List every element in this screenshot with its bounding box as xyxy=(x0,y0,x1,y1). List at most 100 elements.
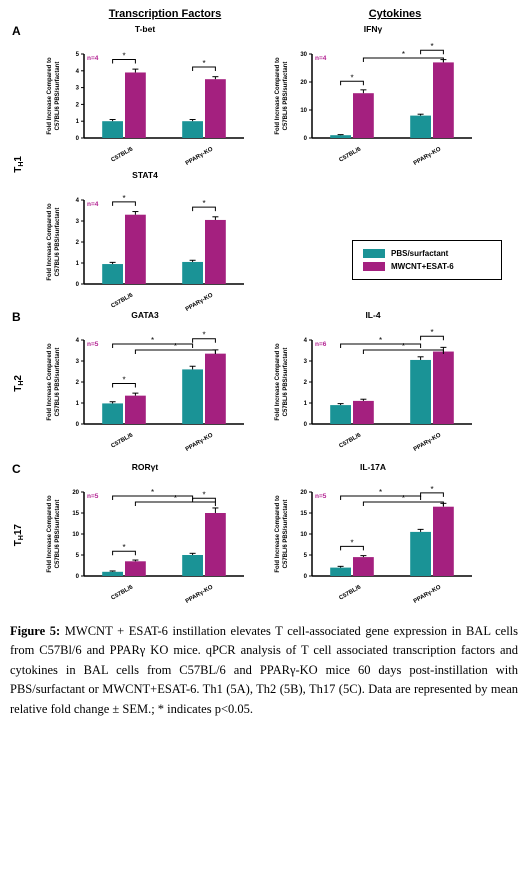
svg-text:*: * xyxy=(350,73,353,82)
svg-text:4: 4 xyxy=(304,338,308,344)
legend: PBS/surfactant MWCNT+ESAT-6 xyxy=(352,240,502,280)
svg-text:2: 2 xyxy=(304,380,308,386)
chart-tbet: T-bet 012345Fold Increase Compared toC57… xyxy=(40,24,250,166)
section-c: C TH17 RORγt 05101520Fold Increase Compa… xyxy=(10,462,518,608)
svg-text:PPARγ-KO: PPARγ-KO xyxy=(413,584,443,604)
svg-text:15: 15 xyxy=(300,511,307,517)
section-b: B TH2 GATA3 01234Fold Increase Compared … xyxy=(10,310,518,456)
svg-text:*: * xyxy=(430,42,433,51)
svg-text:10: 10 xyxy=(300,532,307,538)
svg-text:n=5: n=5 xyxy=(87,341,99,348)
svg-text:n=5: n=5 xyxy=(315,493,327,500)
svg-text:0: 0 xyxy=(76,422,80,428)
svg-text:0: 0 xyxy=(76,574,80,580)
svg-text:0: 0 xyxy=(304,422,308,428)
svg-text:3: 3 xyxy=(76,359,80,365)
svg-text:Fold Increase Compared toC57BL: Fold Increase Compared toC57BL/6 PBS/sur… xyxy=(275,57,289,135)
svg-text:1: 1 xyxy=(76,119,80,125)
svg-text:*: * xyxy=(402,50,405,59)
svg-text:n=6: n=6 xyxy=(315,341,327,348)
svg-text:*: * xyxy=(174,342,177,351)
svg-text:2: 2 xyxy=(76,380,80,386)
svg-text:5: 5 xyxy=(304,553,308,559)
svg-text:*: * xyxy=(122,375,125,384)
legend-swatch-pbs xyxy=(363,249,385,258)
svg-text:*: * xyxy=(202,199,205,208)
svg-text:C57BL/6: C57BL/6 xyxy=(338,432,362,450)
svg-text:Fold Increase Compared toC57BL: Fold Increase Compared toC57BL/6 PBS/sur… xyxy=(275,495,289,573)
row-label-th1: TH1 xyxy=(13,156,25,173)
svg-text:C57BL/6: C57BL/6 xyxy=(338,584,362,602)
svg-text:C57BL/6: C57BL/6 xyxy=(110,584,134,602)
svg-text:*: * xyxy=(202,331,205,340)
svg-text:1: 1 xyxy=(304,401,308,407)
svg-text:20: 20 xyxy=(300,490,307,496)
svg-text:20: 20 xyxy=(72,490,79,496)
svg-text:4: 4 xyxy=(76,198,80,204)
row-label-th17: TH17 xyxy=(13,524,25,546)
row-label-th2: TH2 xyxy=(13,375,25,392)
svg-text:3: 3 xyxy=(304,359,308,365)
svg-text:Fold Increase Compared toC57BL: Fold Increase Compared toC57BL/6 PBS/sur… xyxy=(47,495,61,573)
svg-text:Fold Increase Compared toC57BL: Fold Increase Compared toC57BL/6 PBS/sur… xyxy=(47,343,61,421)
svg-text:C57BL/6: C57BL/6 xyxy=(338,146,362,164)
svg-text:*: * xyxy=(122,51,125,60)
svg-text:Fold Increase Compared toC57BL: Fold Increase Compared toC57BL/6 PBS/sur… xyxy=(47,57,61,135)
chart-il17a: IL-17A 05101520Fold Increase Compared to… xyxy=(268,462,478,604)
svg-text:0: 0 xyxy=(304,574,308,580)
svg-text:*: * xyxy=(379,336,382,345)
svg-text:5: 5 xyxy=(76,553,80,559)
svg-text:*: * xyxy=(151,488,154,497)
svg-text:*: * xyxy=(122,543,125,552)
header-tf: Transcription Factors xyxy=(50,8,280,20)
legend-swatch-mwcnt xyxy=(363,262,385,271)
svg-text:*: * xyxy=(202,59,205,68)
svg-text:15: 15 xyxy=(72,511,79,517)
svg-text:*: * xyxy=(402,494,405,503)
svg-text:n=5: n=5 xyxy=(87,493,99,500)
column-headers: Transcription Factors Cytokines xyxy=(50,8,518,20)
svg-text:10: 10 xyxy=(72,532,79,538)
svg-text:0: 0 xyxy=(76,282,80,288)
header-cy: Cytokines xyxy=(280,8,510,20)
svg-text:10: 10 xyxy=(300,108,307,114)
svg-text:1: 1 xyxy=(76,261,80,267)
svg-text:C57BL/6: C57BL/6 xyxy=(110,432,134,450)
svg-text:PPARγ-KO: PPARγ-KO xyxy=(413,146,443,166)
section-a: A TH1 T-bet 012345Fold Increase Compared… xyxy=(10,24,518,304)
chart-ifng: IFNγ 0102030Fold Increase Compared toC57… xyxy=(268,24,478,166)
svg-text:PPARγ-KO: PPARγ-KO xyxy=(413,432,443,452)
svg-text:Fold Increase Compared toC57BL: Fold Increase Compared toC57BL/6 PBS/sur… xyxy=(275,343,289,421)
chart-stat4: STAT4 01234Fold Increase Compared toC57B… xyxy=(40,170,250,312)
svg-text:n=4: n=4 xyxy=(87,201,99,208)
svg-text:n=4: n=4 xyxy=(315,55,327,62)
svg-text:C57BL/6: C57BL/6 xyxy=(110,146,134,164)
svg-text:5: 5 xyxy=(76,52,80,58)
svg-text:*: * xyxy=(430,485,433,494)
figure-caption: Figure 5: MWCNT + ESAT-6 instillation el… xyxy=(10,622,518,719)
svg-text:0: 0 xyxy=(304,136,308,142)
svg-text:PPARγ-KO: PPARγ-KO xyxy=(185,432,215,452)
svg-text:*: * xyxy=(430,328,433,337)
svg-text:*: * xyxy=(202,490,205,499)
svg-text:*: * xyxy=(122,194,125,203)
svg-text:1: 1 xyxy=(76,401,80,407)
svg-text:4: 4 xyxy=(76,338,80,344)
svg-text:*: * xyxy=(379,488,382,497)
chart-roryt: RORγt 05101520Fold Increase Compared toC… xyxy=(40,462,250,604)
svg-text:PPARγ-KO: PPARγ-KO xyxy=(185,146,215,166)
svg-text:C57BL/6: C57BL/6 xyxy=(110,292,134,310)
legend-pbs: PBS/surfactant xyxy=(363,249,491,258)
svg-text:*: * xyxy=(174,494,177,503)
svg-text:3: 3 xyxy=(76,86,80,92)
svg-text:2: 2 xyxy=(76,240,80,246)
svg-text:4: 4 xyxy=(76,69,80,75)
chart-il4: IL-4 01234Fold Increase Compared toC57BL… xyxy=(268,310,478,452)
svg-text:2: 2 xyxy=(76,102,80,108)
svg-text:*: * xyxy=(402,342,405,351)
svg-text:30: 30 xyxy=(300,52,307,58)
svg-text:20: 20 xyxy=(300,80,307,86)
chart-gata3: GATA3 01234Fold Increase Compared toC57B… xyxy=(40,310,250,452)
svg-text:Fold Increase Compared toC57BL: Fold Increase Compared toC57BL/6 PBS/sur… xyxy=(47,203,61,281)
svg-text:0: 0 xyxy=(76,136,80,142)
